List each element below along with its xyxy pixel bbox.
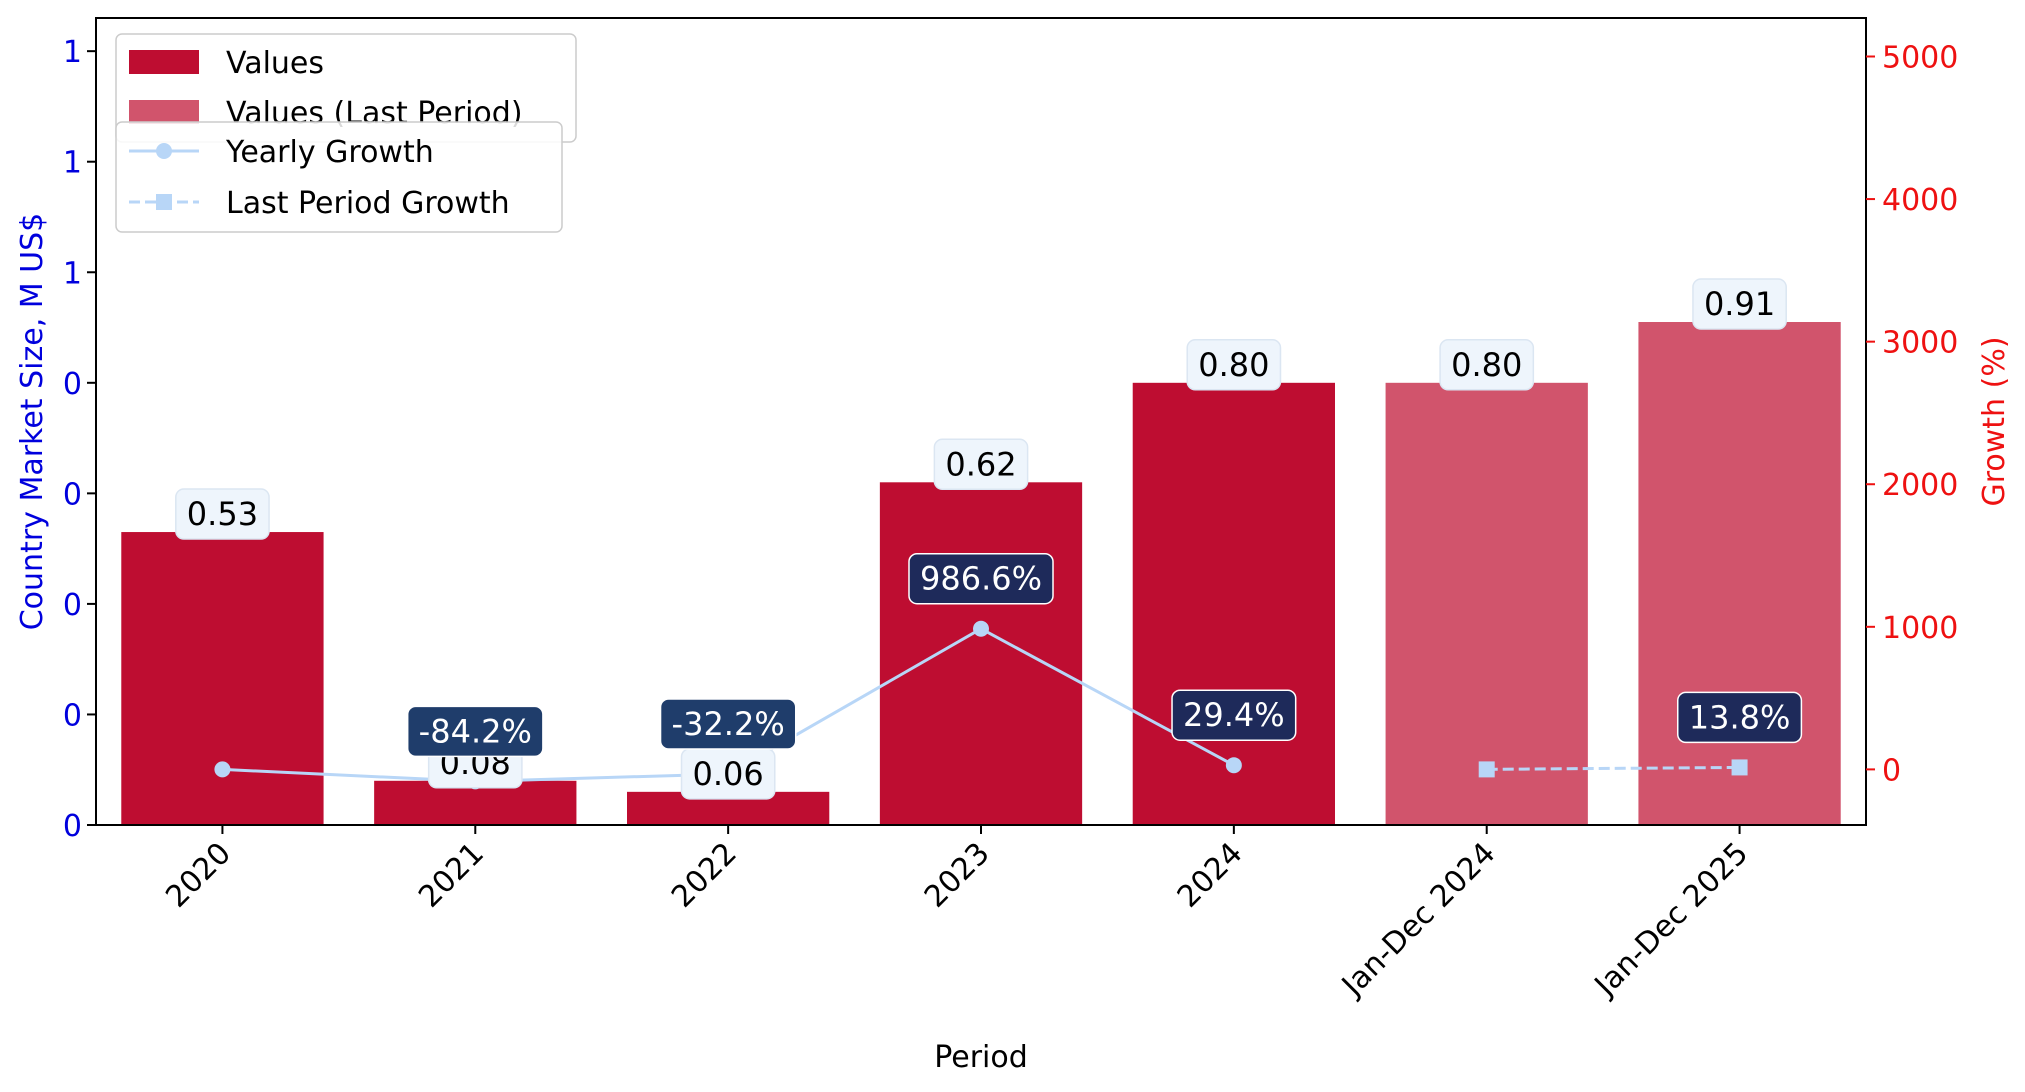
series-line-3 [1486,765,1740,771]
growth-label: -84.2% [419,712,532,750]
value-label-box [1692,278,1787,330]
y-tick-label: 0 [63,477,82,512]
x-tick-label: Jan-Dec 2024 [1334,836,1502,1004]
legend-marker [156,143,172,159]
bar-jan-dec-2025 [1638,322,1841,825]
bar-jan-dec-2024 [1385,382,1588,825]
bar-2023 [879,482,1083,825]
legend-swatch [129,100,199,124]
series-marker [1478,761,1495,778]
value-label-box [1186,339,1282,391]
y-axis-title: Country Market Size, M US$ [15,213,50,631]
value-label-box [933,438,1029,491]
growth-label-group: 13.8% [1676,691,1803,744]
value-label-group: 0.80 [1186,339,1282,391]
value-label-group: 0.80 [1439,339,1535,391]
legend-swatch [129,50,199,74]
legend-label: Values [226,46,324,81]
value-label-group: 0.62 [933,438,1029,491]
legend-lines-frame [115,121,563,233]
legend-marker [156,194,172,210]
value-label-box [175,488,270,540]
value-label: 0.62 [945,445,1016,483]
value-label: 0.80 [1198,346,1269,384]
value-label: 0.91 [1704,285,1775,323]
x-tick-label: 2023 [918,836,997,915]
legend-lines: Yearly Growth Last Period Growth [115,121,563,233]
growth-label-box [1676,691,1803,744]
y-tick-label: 1 [63,35,82,70]
growth-label-box [406,705,544,758]
y2-tick-label: 3000 [1882,326,1958,361]
y2-tick-label: 2000 [1882,468,1958,503]
value-label: 0.06 [693,755,764,793]
y-tick-label: 0 [63,588,82,623]
value-label-group: 0.06 [680,748,776,800]
growth-label: -32.2% [672,705,785,743]
growth-label: 13.8% [1689,698,1791,736]
growth-label-box [659,698,797,750]
bar-2020 [121,532,324,825]
x-tick-label: 2022 [665,836,744,915]
legend-label: Yearly Growth [225,135,434,170]
growth-label: 29.4% [1183,696,1285,734]
growth-label-box [1171,689,1297,741]
y2-tick-label: 5000 [1882,40,1958,75]
growth-label-box [908,552,1054,605]
value-label-group: 0.53 [175,488,270,540]
y2-tick-label: 0 [1882,753,1901,788]
series-marker [1225,757,1242,774]
value-label: 0.53 [187,495,258,533]
series-marker [1731,759,1748,776]
y2-tick-label: 1000 [1882,611,1958,646]
growth-label-group: 29.4% [1171,689,1297,741]
growth-label-group: -32.2% [659,698,797,750]
y-tick-label: 0 [63,698,82,733]
growth-label: 986.6% [920,560,1042,598]
x-tick-label: 2020 [159,836,238,915]
y2-tick-label: 4000 [1882,183,1958,218]
value-label-box [1439,339,1535,391]
x-tick-label: 2024 [1171,836,1250,915]
x-axis-title: Period [934,1040,1028,1075]
value-label: 0.80 [1451,346,1522,384]
bar-2024 [1132,382,1335,825]
legend-label: Last Period Growth [226,186,510,221]
x-tick-label: 2021 [412,836,491,915]
x-tick-label: Jan-Dec 2025 [1587,836,1755,1004]
growth-label-group: 986.6% [908,552,1054,605]
growth-label-group: -84.2% [406,705,544,758]
y-tick-label: 0 [63,367,82,402]
series-marker [214,761,231,778]
series-marker [973,620,989,637]
y-tick-label: 1 [63,146,82,181]
y-tick-label: 0 [63,809,82,844]
value-label-group: 0.91 [1692,278,1787,330]
y-tick-label: 1 [63,256,82,291]
y2-axis-title: Growth (%) [1977,336,2012,506]
